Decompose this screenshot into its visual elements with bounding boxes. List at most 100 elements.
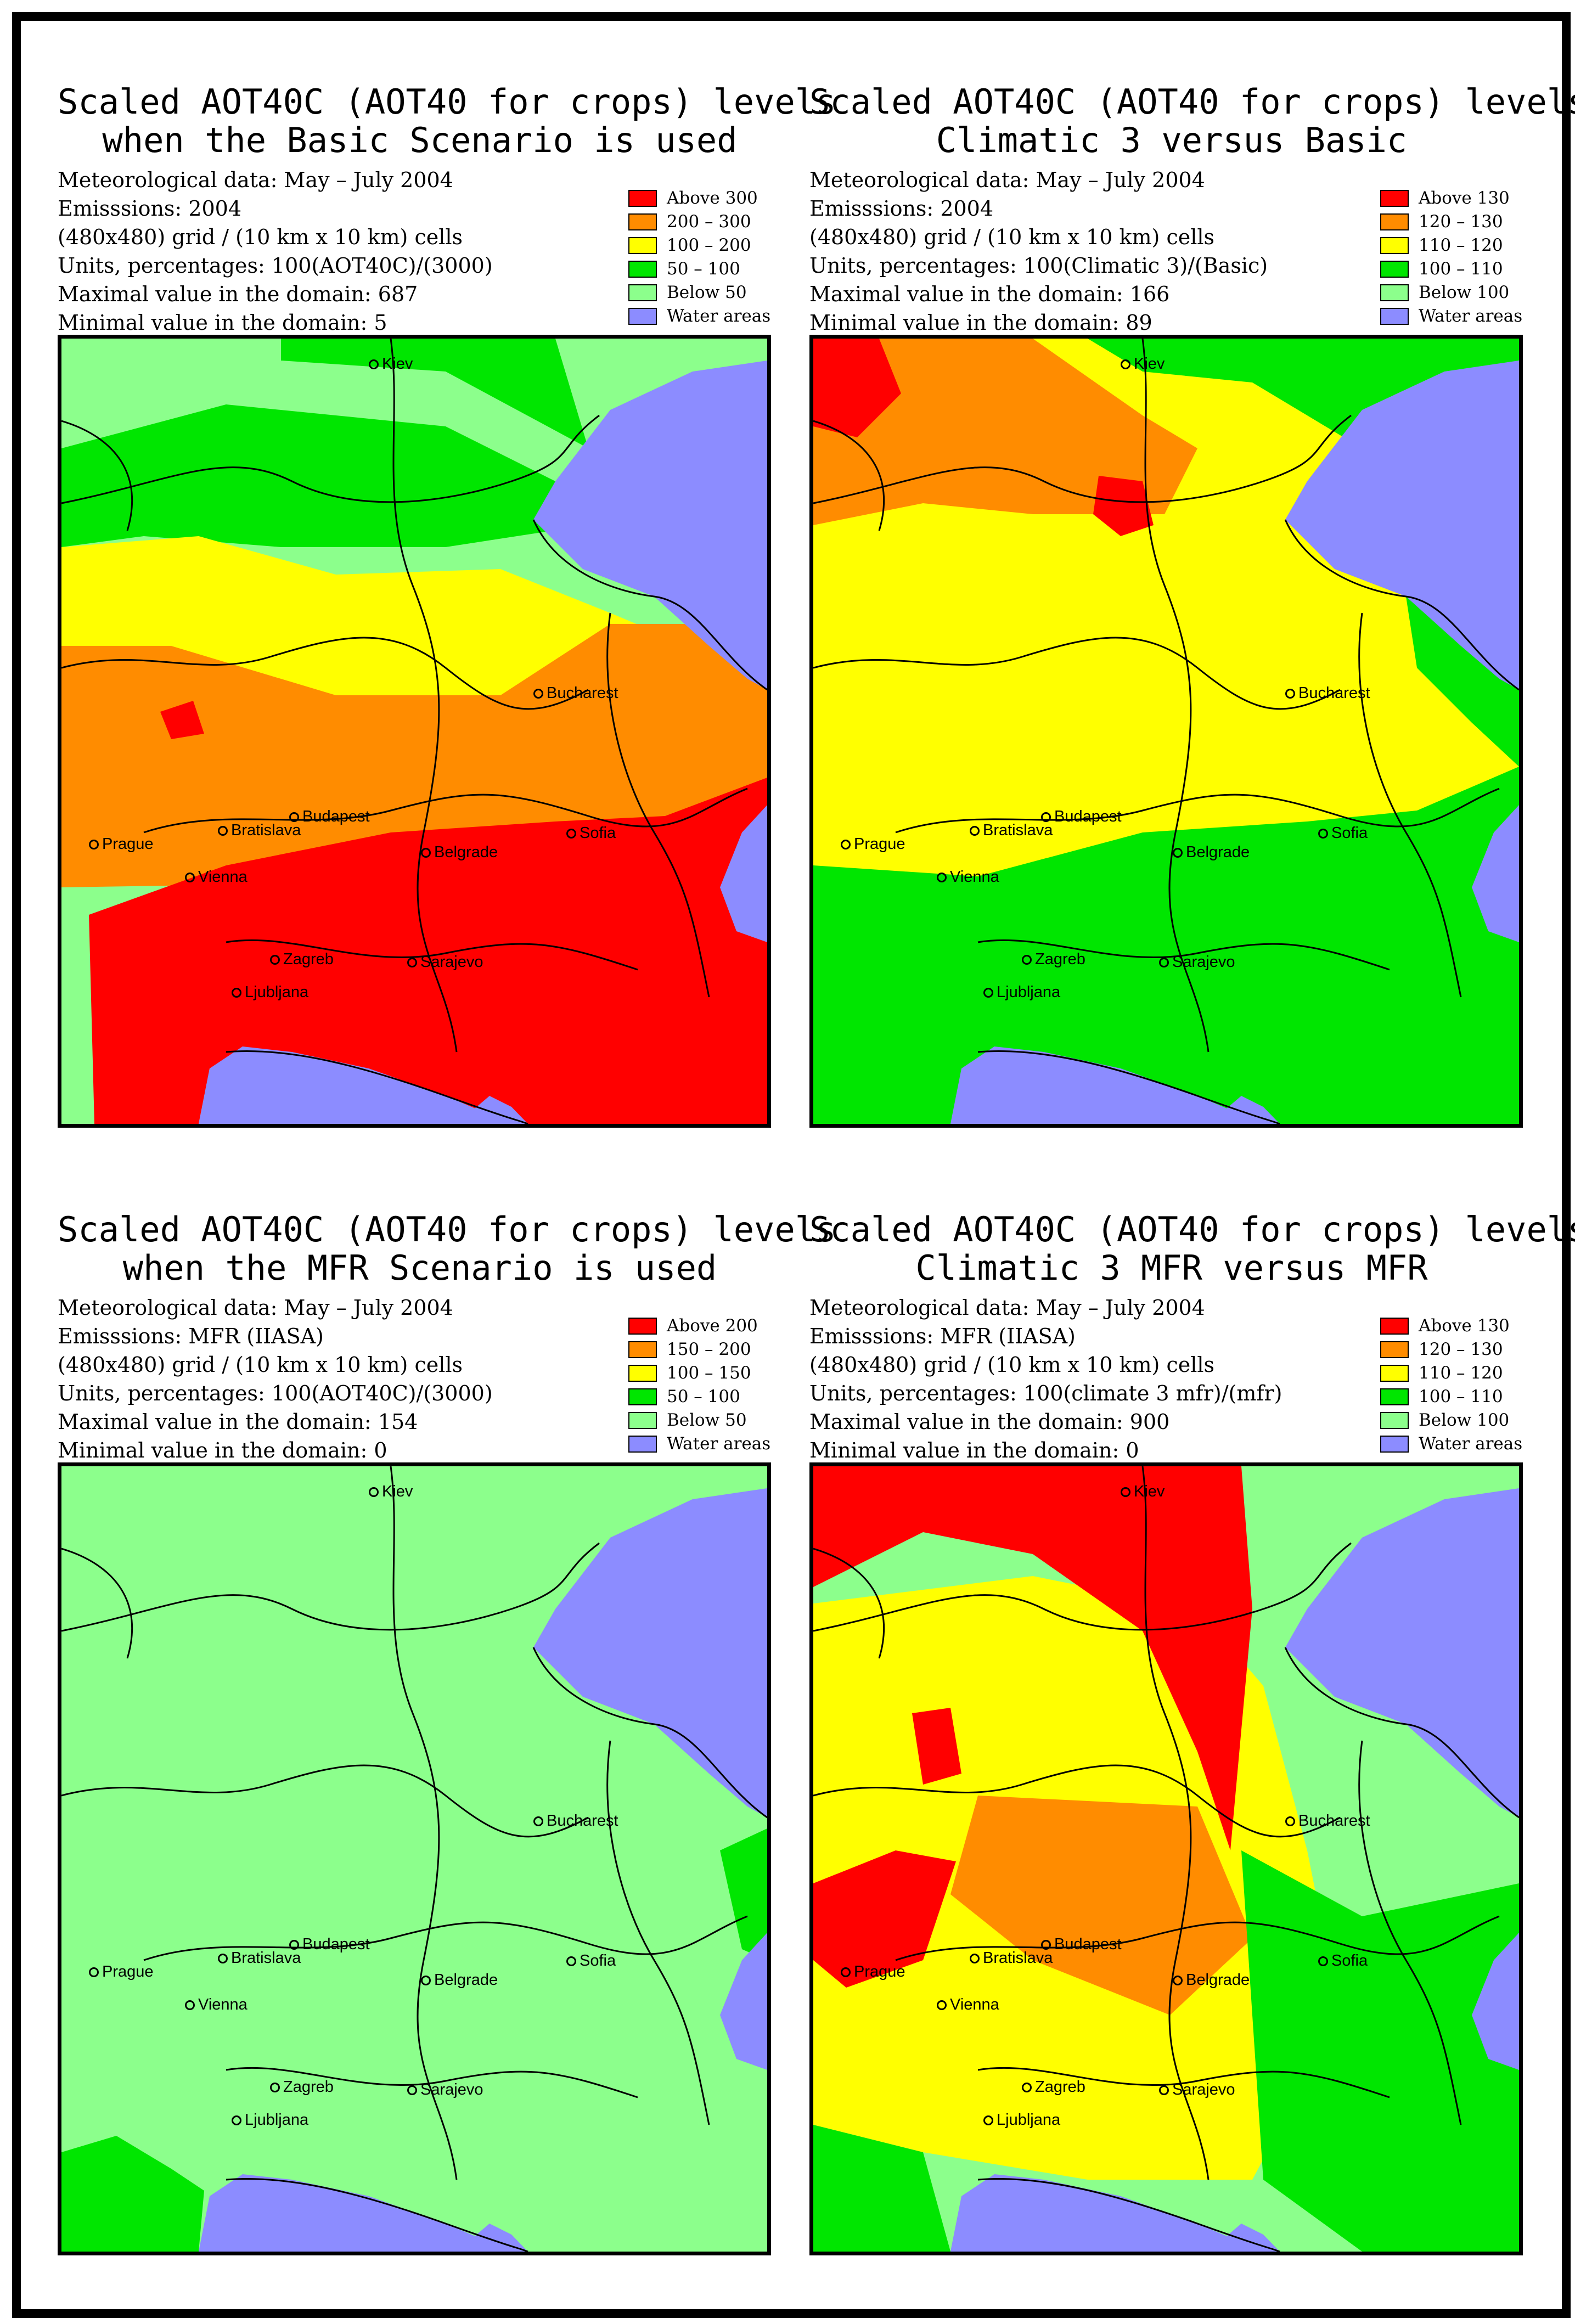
- legend-swatch: [1380, 261, 1409, 278]
- legend-label: 50 – 100: [667, 1387, 740, 1406]
- panel-title-line1: Scaled AOT40C (AOT40 for crops) levels: [809, 82, 1575, 122]
- legend-item: 110 – 120: [1380, 234, 1539, 257]
- info-line: Meteorological data: May – July 2004: [58, 1296, 453, 1320]
- border-line: [226, 2177, 528, 2252]
- info-line: Units, percentages: 100(AOT40C)/(3000): [58, 254, 493, 278]
- city-marker-icon: [566, 1956, 576, 1967]
- city-label: Prague: [89, 1963, 154, 1981]
- border-line: [61, 420, 133, 531]
- city-label: Sarajevo: [407, 2081, 483, 2099]
- info-line: (480x480) grid / (10 km x 10 km) cells: [809, 1353, 1215, 1377]
- city-name: Kiev: [382, 355, 413, 373]
- city-label: Vienna: [185, 868, 248, 886]
- city-name: Vienna: [198, 868, 248, 886]
- legend-swatch: [1380, 1412, 1409, 1429]
- city-label: Budapest: [289, 808, 370, 826]
- value-zone: [720, 1828, 767, 1960]
- city-label: Budapest: [1041, 808, 1122, 826]
- water-area: [720, 1933, 767, 2070]
- info-line: Meteorological data: May – July 2004: [809, 1296, 1205, 1320]
- city-name: Prague: [854, 1963, 905, 1980]
- city-marker-icon: [89, 1967, 99, 1978]
- city-label: Sofia: [1318, 824, 1368, 842]
- city-label: Belgrade: [421, 843, 498, 862]
- water-area: [950, 2174, 1263, 2252]
- city-label: Kiev: [369, 1483, 413, 1501]
- border-line: [226, 2067, 638, 2098]
- city-name: Ljubljana: [997, 983, 1061, 1001]
- city-marker-icon: [841, 1967, 851, 1978]
- legend-label: Below 100: [1419, 1410, 1510, 1430]
- legend-swatch: [628, 190, 657, 207]
- city-marker-icon: [289, 1940, 299, 1950]
- water-area: [1285, 1488, 1519, 1817]
- border-line: [813, 1764, 1341, 1838]
- panel-title-line2: Climatic 3 MFR versus MFR: [915, 1248, 1428, 1288]
- city-marker-icon: [407, 2085, 417, 2096]
- map-panel-climatic3mfr-mfr: Scaled AOT40C (AOT40 for crops) levels Cl…: [809, 1210, 1575, 2324]
- city-label: Zagreb: [1022, 2078, 1085, 2096]
- city-marker-icon: [421, 848, 431, 858]
- map-canvas: [813, 1466, 1519, 2252]
- city-name: Belgrade: [434, 843, 498, 861]
- legend-item: Below 50: [628, 1409, 788, 1432]
- city-marker-icon: [970, 826, 980, 836]
- info-line: Maximal value in the domain: 900: [809, 1410, 1170, 1434]
- legend-label: Above 130: [1419, 1316, 1510, 1336]
- info-line: Emisssions: MFR (IIASA): [58, 1324, 324, 1348]
- city-marker-icon: [1022, 2083, 1032, 2093]
- city-name: Vienna: [198, 1996, 248, 2013]
- value-zone: [950, 1796, 1252, 2015]
- legend-swatch: [1380, 284, 1409, 301]
- legend-swatch: [1380, 237, 1409, 254]
- legend-label: 120 – 130: [1419, 1340, 1503, 1359]
- city-name: Kiev: [382, 1483, 413, 1500]
- city-name: Sarajevo: [1172, 2081, 1235, 2098]
- legend-label: 150 – 200: [667, 1340, 751, 1359]
- legend-item: 50 – 100: [628, 1385, 788, 1409]
- legend-swatch: [1380, 1388, 1409, 1405]
- legend-item: 100 – 150: [628, 1361, 788, 1385]
- value-zone: [1241, 1850, 1519, 2252]
- city-label: Budapest: [1041, 1935, 1122, 1954]
- city-name: Bratislava: [983, 1949, 1053, 1967]
- city-marker-icon: [1159, 2085, 1169, 2096]
- border-line: [895, 1915, 1500, 1961]
- legend-swatch: [628, 261, 657, 278]
- city-label: Bucharest: [1285, 684, 1370, 702]
- water-area: [199, 2174, 511, 2252]
- legend-item: 100 – 110: [1380, 1385, 1539, 1409]
- city-marker-icon: [1285, 1816, 1295, 1827]
- legend-label: 50 – 100: [667, 259, 740, 279]
- city-label: Vienna: [185, 1996, 248, 2014]
- city-label: Bucharest: [533, 684, 618, 702]
- info-line: Maximal value in the domain: 687: [58, 282, 418, 306]
- city-marker-icon: [1022, 955, 1032, 965]
- water-area: [199, 1046, 511, 1124]
- panel-info: Meteorological data: May – July 2004 Emis…: [58, 166, 493, 337]
- city-name: Prague: [102, 835, 154, 853]
- city-name: Kiev: [1134, 355, 1165, 373]
- city-marker-icon: [1041, 812, 1051, 823]
- city-label: Belgrade: [1173, 843, 1250, 862]
- ozone-map: Kiev Bucharest Budapest Bratislava Prague Vie…: [58, 1462, 771, 2255]
- city-label: Kiev: [369, 355, 413, 373]
- info-line: Minimal value in the domain: 89: [809, 311, 1152, 335]
- city-marker-icon: [1159, 958, 1169, 968]
- city-label: Bratislava: [218, 1949, 301, 1967]
- city-label: Vienna: [937, 1996, 999, 2014]
- legend-swatch: [1380, 190, 1409, 207]
- water-area: [533, 361, 767, 690]
- ozone-map: Kiev Bucharest Budapest Bratislava Prague Vie…: [58, 335, 771, 1128]
- city-marker-icon: [983, 988, 993, 998]
- city-name: Zagreb: [1035, 950, 1085, 968]
- border-line: [895, 787, 1500, 834]
- city-name: Belgrade: [434, 1971, 498, 1989]
- city-name: Zagreb: [1035, 2078, 1085, 2096]
- city-name: Sofia: [1331, 1952, 1368, 1970]
- map-panel-climatic3-basic: Scaled AOT40C (AOT40 for crops) levels Cl…: [809, 82, 1575, 1196]
- value-zone: [61, 404, 588, 547]
- water-area: [457, 2224, 528, 2252]
- city-label: Budapest: [289, 1935, 370, 1954]
- city-label: Prague: [841, 835, 905, 853]
